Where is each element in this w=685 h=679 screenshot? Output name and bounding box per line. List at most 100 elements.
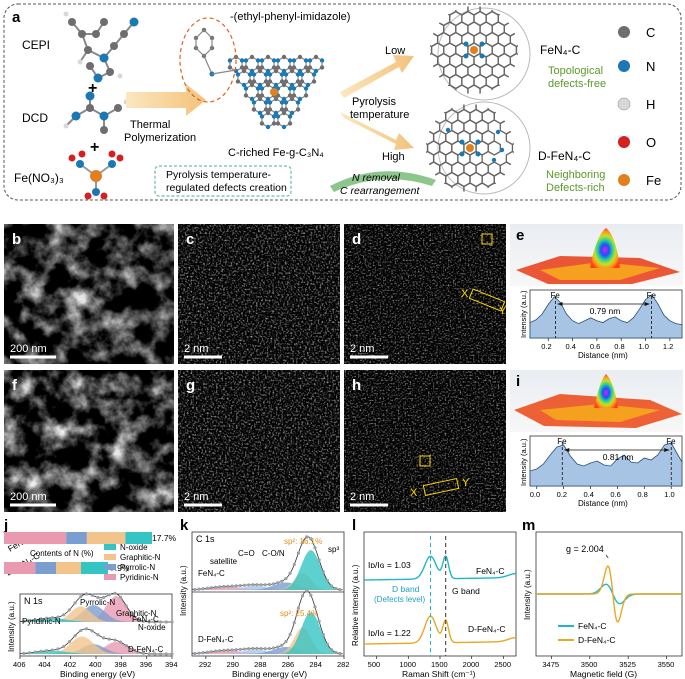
panel-e: e Fe Fe 0.79 nm 0.2 0.4 0.6 0.8 1.0 1.2 Distance … <box>510 224 683 360</box>
g-c3n4-sheet <box>193 27 325 130</box>
x-tick-label: 396 <box>140 660 153 669</box>
carbon-atom <box>291 65 297 70</box>
data-point <box>334 586 338 591</box>
carbon-atom <box>275 65 281 70</box>
legend-c: C <box>646 25 655 40</box>
data-point <box>292 621 296 625</box>
data-point <box>305 589 309 593</box>
carbon-atom <box>263 107 269 112</box>
carbon-atom <box>311 79 317 84</box>
ratio-bottom: Iᴅ/Iɢ = 1.22 <box>368 628 411 638</box>
data-point <box>271 646 276 650</box>
low-arrow <box>340 55 414 98</box>
arrow-head-icon <box>644 302 650 306</box>
data-point <box>124 644 128 648</box>
data-point <box>213 649 218 653</box>
legend-label: Pyrrolic-N <box>120 563 155 572</box>
data-point <box>325 642 330 646</box>
legend-label: Graphitic-N <box>120 553 161 562</box>
precursor-cepi: CEPI <box>22 38 50 52</box>
data-point <box>56 647 60 651</box>
data-point <box>329 584 334 588</box>
data-point <box>280 643 284 647</box>
data-point <box>130 647 134 651</box>
side-group-label: -(ethyl-phenyl-imidazole) <box>230 11 350 23</box>
carbon-atom <box>287 65 293 70</box>
carbon-atom <box>259 93 265 98</box>
precursor-fe-nitrate: Fe(NO₃)₃ <box>14 171 64 185</box>
carbon-atom <box>259 121 265 126</box>
g-value-label: g = 2.004 <box>566 544 604 554</box>
carbon-atom <box>305 68 311 74</box>
data-point <box>213 585 218 589</box>
bar-segment-graphitic-n <box>86 532 126 544</box>
graphene-ring <box>430 84 445 94</box>
data-point <box>334 650 338 655</box>
x-tick-label: 3550 <box>658 660 675 669</box>
data-point <box>201 587 205 591</box>
graphene-ring <box>487 140 501 156</box>
image-g-texture <box>178 370 340 512</box>
carbon-atom <box>289 68 295 74</box>
panel-a-label: a <box>12 9 21 26</box>
data-point <box>321 632 325 637</box>
nitrogen-content-bars <box>4 532 152 574</box>
image-h-texture <box>344 370 506 512</box>
x-tick-label: 282 <box>337 660 350 669</box>
carbon-atom <box>265 82 271 88</box>
note-line1: Pyrolysis temperature- <box>166 169 272 181</box>
removal-arrow <box>330 171 436 192</box>
graphene-ring <box>426 104 441 114</box>
graphene-ring <box>515 84 518 94</box>
bar-segment-graphitic-n <box>56 562 81 574</box>
graphene-ring <box>430 21 433 37</box>
fe-marker-label: Fe <box>557 437 567 446</box>
x-tick-label: 0.8 <box>614 342 624 351</box>
fe-marker-label: Fe <box>666 437 676 446</box>
nitrogen-atom <box>259 114 265 119</box>
data-point <box>317 619 321 623</box>
nitrogen-atom <box>255 86 261 91</box>
product-low-desc2: defects-free <box>548 78 606 90</box>
data-point <box>33 618 37 622</box>
data-point <box>288 571 292 575</box>
nitrogen-atom <box>257 110 263 116</box>
carbon-atom <box>267 79 273 84</box>
panel-e-label: e <box>516 227 524 244</box>
x-tick-label: 2500 <box>494 660 511 669</box>
fe-center <box>466 144 474 152</box>
scale-g: 2 nm <box>184 491 208 503</box>
data-point <box>102 636 106 640</box>
nitrogen-atom <box>273 110 279 116</box>
line-profile-e: Fe Fe 0.79 nm 0.2 0.4 0.6 0.8 1.0 1.2 Distance (n… <box>519 289 683 360</box>
graphene-ring <box>430 6 433 16</box>
graphene-ring <box>430 42 433 58</box>
scale-d: 2 nm <box>350 343 374 355</box>
fe-center <box>270 88 278 96</box>
nitrogen-atom <box>291 86 297 91</box>
peak-label: C-O/N <box>262 549 285 558</box>
carbon-atom <box>273 68 279 74</box>
data-point <box>242 647 247 651</box>
image-f-texture <box>4 370 174 512</box>
data-point <box>130 612 134 616</box>
data-point <box>119 640 123 644</box>
data-point <box>113 638 117 642</box>
fe-center <box>470 46 478 54</box>
data-point <box>193 651 197 656</box>
bar-value-1: 17.7% <box>152 533 177 543</box>
nitrogen-atom <box>249 68 255 74</box>
product-low: FeN₄-C <box>540 43 581 57</box>
data-point <box>136 650 140 654</box>
nitrogen-atom <box>235 72 241 77</box>
data-point <box>209 586 213 590</box>
panel-i: i Fe Fe 0.81 nm 0.0 0.2 0.4 0.6 0.8 1.0 Distance … <box>510 370 683 508</box>
scale-f: 200 nm <box>10 491 47 503</box>
h-y: Y <box>462 477 470 489</box>
carbon-atom <box>255 65 261 70</box>
nitrogen-atom <box>249 96 255 102</box>
polymerization-arrow <box>126 84 206 116</box>
data-point <box>153 652 157 656</box>
data-point <box>267 582 271 587</box>
carbon-atom <box>251 79 257 84</box>
